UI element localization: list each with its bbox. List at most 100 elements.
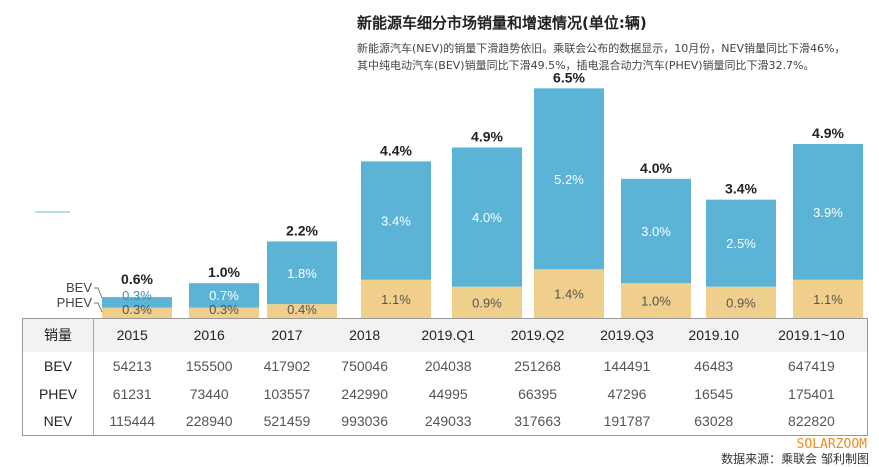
table-cell: 317663 (514, 413, 561, 430)
watermark: SOLARZOOM (796, 437, 867, 452)
table-cell: 822820 (788, 413, 835, 430)
table-cell: 73440 (189, 385, 229, 402)
bar-bev (361, 161, 431, 280)
column-header: 2016 (193, 327, 225, 344)
bar-bev (793, 144, 863, 280)
chart-title: 新能源车细分市场销量和增速情况(单位:辆) (357, 14, 647, 32)
table-cell: 47296 (607, 385, 647, 402)
label-phev: 0.9% (472, 295, 502, 310)
column-header: 2019.Q3 (600, 327, 654, 344)
sales-table: 销量 2015 2016 2017 2018 2019.Q1 2019.Q2 2019.Q3 2… (22, 318, 868, 436)
label-total: 6.5% (553, 69, 585, 85)
table-cell: 103557 (263, 385, 311, 402)
label-bev: 3.0% (641, 224, 671, 239)
bar-phev (267, 304, 337, 318)
column-header: 2019.10 (688, 327, 740, 344)
label-phev: 1.4% (554, 287, 584, 302)
table-cell: 242990 (341, 385, 388, 402)
table-cell: 63028 (694, 413, 734, 430)
table-cell: 16545 (694, 385, 734, 402)
table-cell: 521459 (263, 413, 311, 430)
table-cell: 46483 (694, 357, 734, 374)
label-bev: 3.9% (813, 205, 843, 220)
bar-phev (706, 286, 776, 318)
bar-bev (452, 147, 522, 287)
table-cell: 417902 (263, 357, 311, 374)
label-phev: 1.1% (381, 292, 411, 307)
bar-bev (267, 241, 337, 305)
row-label: BEV (22, 351, 94, 380)
bar-phev (102, 307, 172, 318)
legend-bev: BEV (66, 280, 92, 295)
label-phev: 1.0% (641, 294, 671, 309)
table-cell: 54213 (112, 357, 152, 374)
table-cell: 228940 (185, 413, 233, 430)
label-total: 4.9% (471, 128, 503, 144)
bar-phev (793, 279, 863, 318)
legend-phev: PHEV (57, 295, 93, 310)
table-cell: 44995 (428, 385, 468, 402)
label-phev: 1.1% (813, 292, 843, 307)
table-corner: 销量 (22, 318, 94, 352)
column-header: 2019.Q1 (421, 327, 476, 344)
table-cell: 66395 (518, 385, 558, 402)
subtitle-line-1: 新能源汽车(NEV)的销量下滑趋势依旧。乘联会公布的数据显示，10月份，NEV销… (357, 42, 846, 55)
label-phev: 0.3% (209, 302, 239, 317)
label-bev: 0.3% (122, 288, 152, 303)
bar-bev (706, 199, 776, 287)
bar-bev (534, 88, 604, 270)
bar-bev (621, 178, 691, 284)
label-total: 4.9% (812, 125, 844, 141)
table-cell: 204038 (424, 357, 472, 374)
table-cell: 249033 (424, 413, 472, 430)
label-bev: 0.7% (209, 288, 239, 303)
bar-phev (361, 279, 431, 318)
table-cell: 115444 (109, 413, 156, 430)
table-cell: 750046 (341, 357, 388, 374)
bar-phev (452, 286, 522, 318)
table-cell: 251268 (514, 357, 561, 374)
label-bev: 3.4% (381, 214, 411, 229)
bar-phev (534, 269, 604, 318)
label-bev: 5.2% (554, 172, 584, 187)
label-total: 3.4% (725, 181, 757, 197)
table-cell: 155500 (185, 357, 233, 374)
column-header: 2017 (271, 327, 303, 344)
row-label: NEV (22, 407, 94, 436)
table-row: BEV 54213 155500 417902 750046 204038 251268 14… (22, 351, 868, 380)
label-bev: 2.5% (726, 236, 756, 251)
label-phev: 0.3% (122, 302, 152, 317)
table-cell: 144491 (603, 357, 651, 374)
bar-bev (102, 297, 172, 308)
label-phev: 0.9% (726, 295, 756, 310)
label-bev: 4.0% (472, 210, 502, 225)
table-header-row: 销量 2015 2016 2017 2018 2019.Q1 2019.Q2 2019.Q3 2… (22, 318, 868, 352)
legend-phev-leader (94, 302, 103, 313)
table-cell: 61231 (112, 385, 152, 402)
label-total: 4.0% (640, 160, 672, 176)
table-cell: 175401 (788, 385, 835, 402)
label-bev: 1.8% (287, 266, 317, 281)
bar-phev (621, 283, 691, 318)
column-header: 2019.Q2 (510, 327, 565, 344)
source-note: 数据来源：乘联会 邹利制图 (721, 452, 869, 466)
column-header: 2015 (116, 327, 148, 344)
table-row: NEV 115444 228940 521459 993036 249033 317663 1… (22, 407, 868, 436)
bar-phev (189, 307, 259, 318)
subtitle-line-2: 其中纯电动汽车(BEV)销量同比下滑49.5%，插电混合动力汽车(PHEV)销量… (357, 59, 815, 72)
table-row: PHEV 61231 73440 103557 242990 44995 66395 4729… (22, 379, 868, 408)
label-total: 2.2% (286, 222, 318, 238)
column-header: 2018 (349, 327, 381, 344)
label-total: 4.4% (380, 142, 412, 158)
label-total: 1.0% (208, 264, 240, 280)
column-header: 2019.1~10 (778, 327, 845, 344)
label-phev: 0.4% (287, 302, 317, 317)
row-label: PHEV (22, 379, 94, 408)
table-cell: 191787 (603, 413, 651, 430)
table-cell: 647419 (788, 357, 835, 374)
label-total: 0.6% (121, 271, 153, 287)
table-cell: 993036 (341, 413, 388, 430)
legend-bev-leader (94, 287, 103, 299)
